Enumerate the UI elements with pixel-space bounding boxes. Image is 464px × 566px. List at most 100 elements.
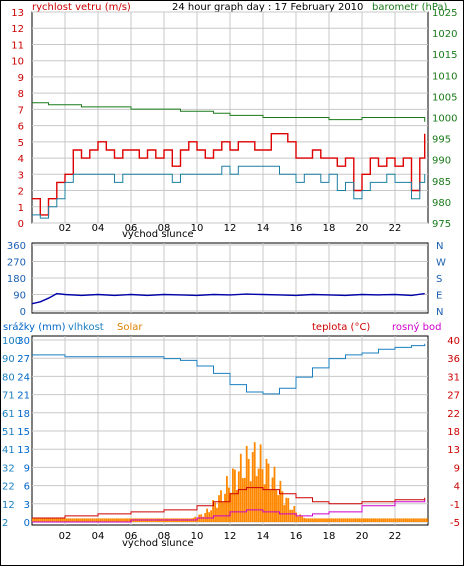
panel-direction-series <box>31 292 425 305</box>
wind-tick-label: 6 <box>18 122 24 133</box>
solar-bar <box>327 518 329 522</box>
humidity-tick-label: 51 <box>2 427 15 438</box>
solar-bar <box>291 509 294 522</box>
pressure-axis-label: barometr (hPa) <box>372 2 448 13</box>
gust-series-line <box>32 133 426 216</box>
x-tick-label: 22 <box>389 531 402 542</box>
solar-bar <box>350 518 353 522</box>
solar-bar <box>396 518 399 522</box>
solar-bar <box>299 514 302 522</box>
solar-bar <box>380 518 383 522</box>
solar-bar <box>218 495 220 522</box>
solar-bar <box>234 469 236 522</box>
compass-tick-label: S <box>436 274 442 285</box>
x-tick-label: 02 <box>59 531 72 542</box>
rain-tick-label: 9 <box>24 463 30 474</box>
solar-bar <box>313 518 315 522</box>
solar-bar <box>212 500 214 522</box>
temp-tick-label: 18 <box>447 427 460 438</box>
humidity-tick-label: 22 <box>2 482 15 493</box>
x-tick-label: 02 <box>59 223 72 234</box>
solar-bar <box>259 444 262 522</box>
solar-bar <box>418 518 420 522</box>
solar-bar <box>83 518 86 522</box>
wind-tick-label: 3 <box>18 170 24 181</box>
solar-bar <box>57 518 60 522</box>
compass-tick-label: E <box>436 291 442 302</box>
solar-bar <box>352 518 355 522</box>
solar-bar <box>113 518 115 522</box>
solar-bar <box>420 518 422 522</box>
solar-bar <box>295 512 298 522</box>
solar-bar <box>364 518 367 522</box>
solar-bar <box>334 518 337 522</box>
solar-bar <box>372 518 375 522</box>
solar-bar <box>404 518 406 522</box>
x-tick-label: 18 <box>323 223 336 234</box>
temp-tick-label: 31 <box>447 372 460 383</box>
compass-tick-label: N <box>436 307 443 318</box>
rain-tick-label: 6 <box>24 482 30 493</box>
direction-ticks: 360 270 180 90 0 <box>7 241 26 318</box>
temp-tick-label: 13 <box>447 445 460 456</box>
solar-bar <box>410 518 412 522</box>
wind-tick-label: 8 <box>18 89 24 100</box>
x-tick-label: 14 <box>257 531 270 542</box>
pressure-tick-label: 1020 <box>432 29 457 40</box>
pressure-tick-label: 1025 <box>432 8 457 19</box>
pressure-tick-label: 995 <box>432 135 451 146</box>
solar-bar <box>267 463 270 522</box>
solar-bar <box>382 518 385 522</box>
solar-bar <box>235 490 238 522</box>
wind-tick-label: 2 <box>18 187 24 198</box>
solar-bar <box>281 491 284 522</box>
rain-tick-label: 13 <box>17 445 30 456</box>
x-tick-label: 18 <box>323 531 336 542</box>
pressure-ticks: 1025 1020 1015 1010 1005 1000 995 990 985 980 975 <box>432 8 457 230</box>
solar-bar <box>202 516 205 522</box>
solar-bar <box>51 518 54 522</box>
solar-bar <box>45 518 48 522</box>
solar-bar <box>309 518 311 522</box>
x-ticks-bottom: 02 04 06 08 10 12 14 16 18 20 22 <box>59 531 402 542</box>
solar-bar <box>400 518 403 522</box>
solar-bar <box>285 497 288 522</box>
solar-bar <box>77 518 80 522</box>
solar-bar <box>402 518 405 522</box>
solar-bar <box>41 518 44 522</box>
solar-bar <box>61 518 64 522</box>
solar-bar <box>67 518 70 522</box>
rain-tick-label: 21 <box>17 391 30 402</box>
humidity-tick-label: 71 <box>2 391 15 402</box>
solar-bar <box>37 518 40 522</box>
solar-bar <box>243 477 246 522</box>
solar-bar <box>43 518 46 522</box>
rain-tick-label: 15 <box>17 427 30 438</box>
solar-bar <box>277 495 280 522</box>
solar-bar <box>301 516 304 522</box>
solar-bar <box>247 459 250 522</box>
solar-bar <box>378 518 381 522</box>
solar-bar <box>251 452 254 522</box>
solar-bar <box>117 518 119 522</box>
solar-bar <box>344 518 347 522</box>
dew-series-line <box>32 499 426 523</box>
solar-bar <box>412 518 414 522</box>
pressure-series-line <box>32 102 426 122</box>
solar-bar <box>39 518 42 522</box>
solar-bar <box>119 518 121 522</box>
solar-bar <box>271 477 274 522</box>
rain-tick-label: 3 <box>24 500 30 511</box>
solar-bar <box>232 468 234 522</box>
solar-bar <box>101 518 104 522</box>
humidity-axis-label: vlhkost <box>68 322 104 333</box>
solar-bar <box>63 518 66 522</box>
solar-bar <box>237 471 240 522</box>
solar-bar <box>73 518 76 522</box>
solar-bar <box>99 518 102 522</box>
solar-bar <box>416 518 418 522</box>
solar-bar <box>340 518 343 522</box>
solar-bar <box>255 476 258 522</box>
